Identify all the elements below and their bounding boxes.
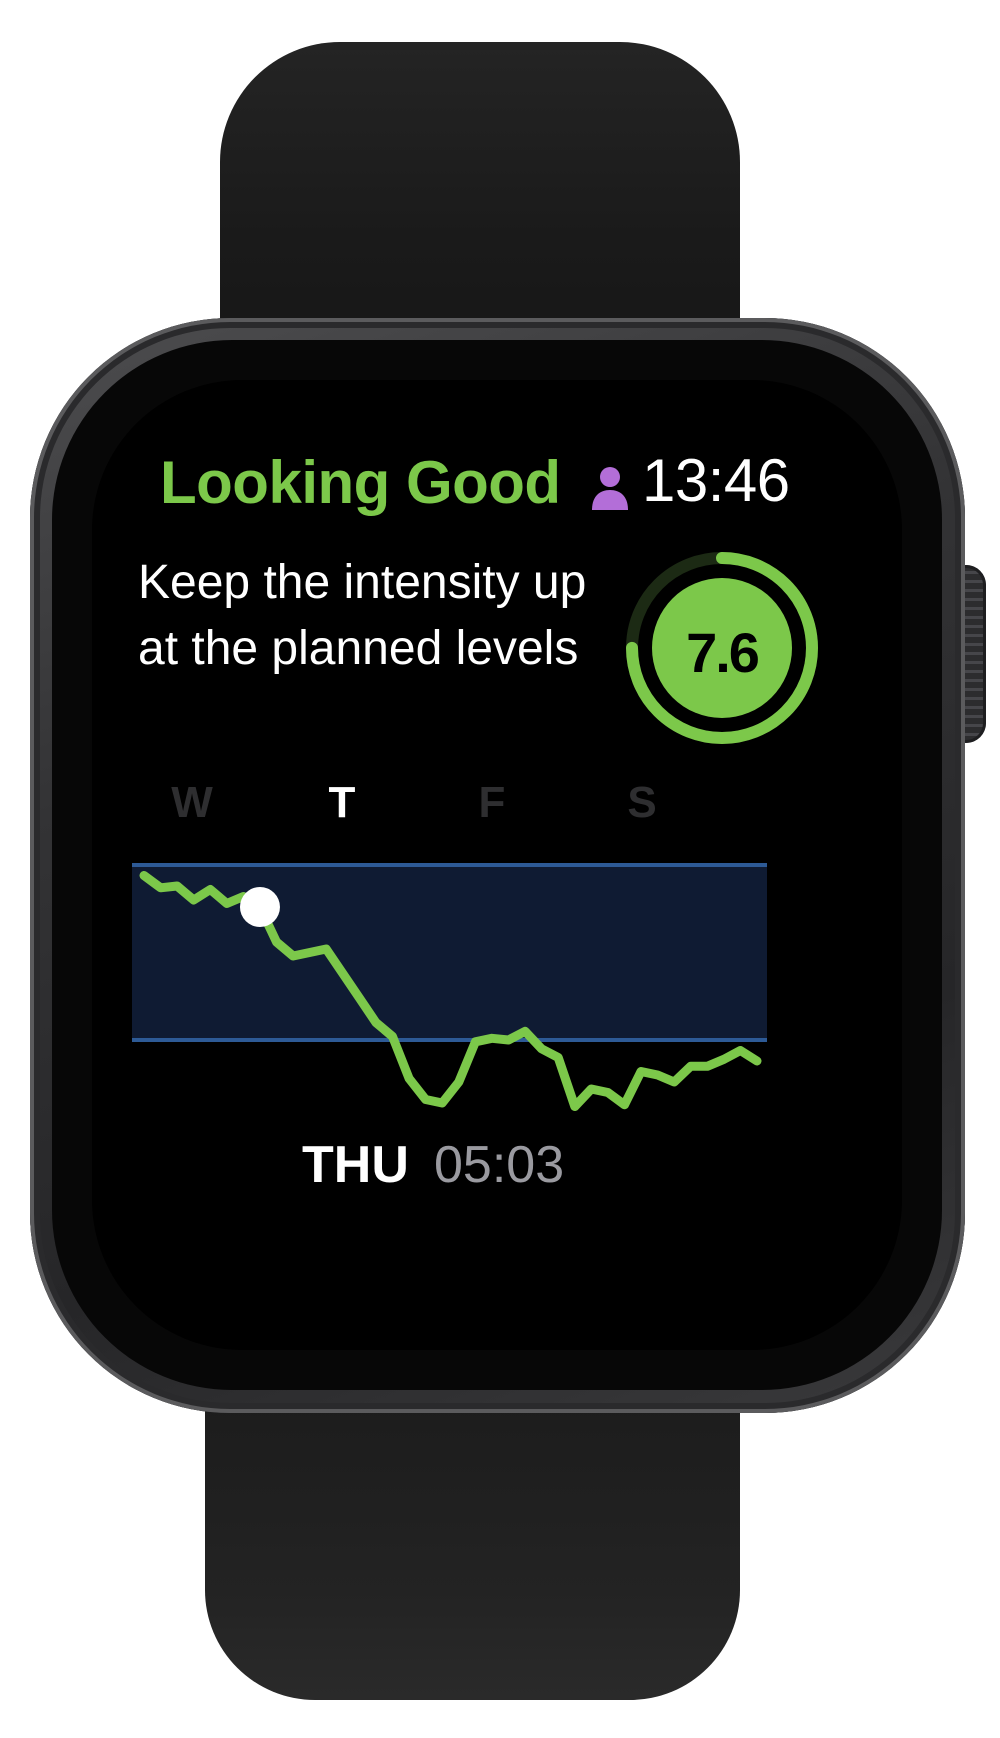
watch-screen: Looking Good 13:46 Keep the intensity up…	[92, 380, 902, 1350]
coaching-message: Keep the intensity up at the planned lev…	[138, 556, 587, 675]
day-label-thu[interactable]: T	[328, 778, 356, 827]
target-zone-band	[132, 865, 767, 1040]
day-label-sat[interactable]: S	[627, 778, 657, 827]
watch-band-top	[220, 42, 740, 372]
day-label-fri[interactable]: F	[478, 778, 506, 827]
selected-time: 05:03	[434, 1136, 565, 1194]
day-label-wed[interactable]: W	[171, 778, 213, 827]
person-icon[interactable]	[590, 466, 630, 510]
score-ring-progress	[626, 552, 818, 744]
scrubber-marker[interactable]	[239, 887, 280, 927]
status-title: Looking Good	[160, 449, 561, 516]
score-value: 7.6	[686, 621, 760, 684]
selected-day: THU	[302, 1136, 409, 1194]
score-badge	[652, 578, 792, 718]
clock-time: 13:46	[642, 447, 790, 514]
score-ring[interactable]	[622, 548, 822, 748]
intensity-chart[interactable]	[132, 855, 767, 1115]
